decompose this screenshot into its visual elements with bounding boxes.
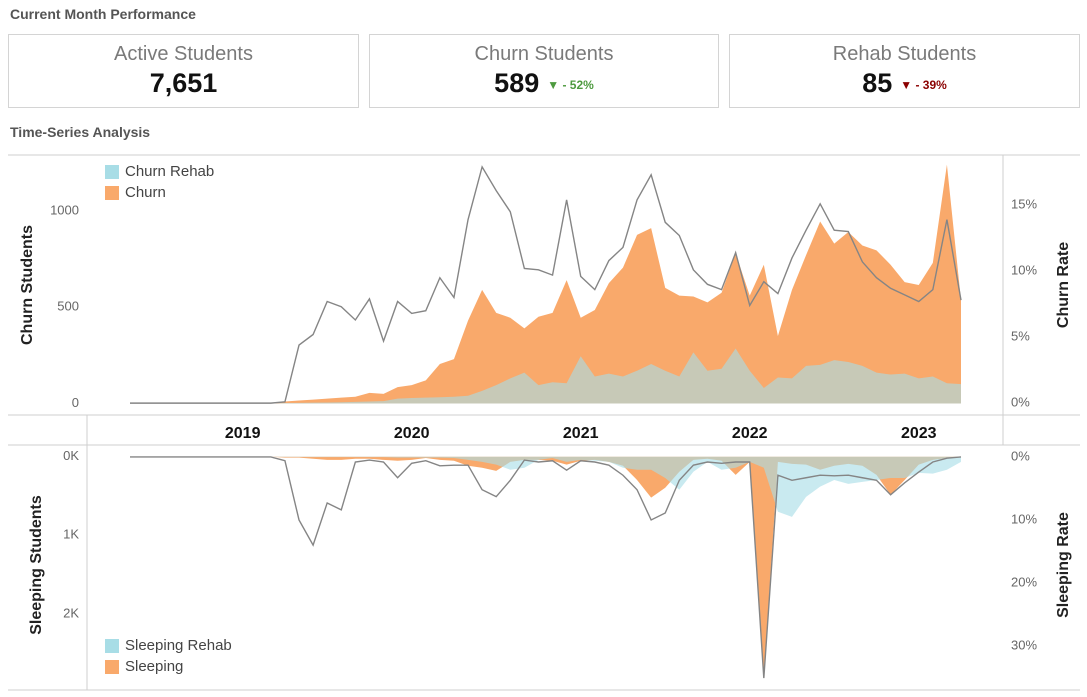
x-tick-label: 2022 xyxy=(732,425,768,442)
x-tick-label: 2019 xyxy=(225,425,261,442)
kpi-value: 589 xyxy=(494,68,540,98)
kpi-card: Rehab Students 85 ▼ - 39% xyxy=(729,34,1080,108)
y2-tick-label: 15% xyxy=(1011,197,1037,212)
kpi-change: ▼ - 39% xyxy=(900,78,947,92)
kpi-row: 85 ▼ - 39% xyxy=(730,68,1079,99)
y-axis-title: Sleeping Students xyxy=(28,495,45,635)
area xyxy=(130,164,961,404)
y2-tick-label: 10% xyxy=(1011,511,1037,526)
kpi-change: ▼ - 52% xyxy=(547,78,594,92)
legend-swatch xyxy=(105,660,119,674)
y2-tick-label: 10% xyxy=(1011,263,1037,278)
legend-swatch xyxy=(105,639,119,653)
y-tick-label: 500 xyxy=(57,299,79,314)
y-tick-label: 1000 xyxy=(50,202,79,217)
x-tick-label: 2020 xyxy=(394,425,430,442)
y2-tick-label: 5% xyxy=(1011,329,1030,344)
legend-swatch xyxy=(105,165,119,179)
legend-swatch xyxy=(105,186,119,200)
y-tick-label: 1K xyxy=(63,527,79,542)
kpi-title: Active Students xyxy=(114,43,253,65)
y2-tick-label: 0% xyxy=(1011,395,1030,410)
y-tick-label: 0 xyxy=(72,395,79,410)
kpi-value: 7,651 xyxy=(149,68,218,98)
y2-axis-title: Churn Rate xyxy=(1055,242,1072,328)
kpi-value: 85 xyxy=(862,68,893,98)
kpi-card: Churn Students 589 ▼ - 52% xyxy=(369,34,719,108)
y2-axis-title: Sleeping Rate xyxy=(1055,512,1072,618)
rate-line xyxy=(130,165,962,404)
kpi-row: 589 ▼ - 52% xyxy=(370,68,718,99)
section-title: Time-Series Analysis xyxy=(10,124,151,140)
x-tick-label: 2021 xyxy=(563,425,599,442)
y-axis-title: Churn Students xyxy=(19,225,36,345)
kpi-card: Active Students 7,651 xyxy=(8,34,359,108)
y-tick-label: 2K xyxy=(63,605,79,620)
legend-label: Sleeping xyxy=(125,658,183,675)
legend-label: Churn xyxy=(125,184,166,201)
y2-tick-label: 0% xyxy=(1011,448,1030,463)
y-tick-label: 0K xyxy=(63,448,79,463)
kpi-title: Rehab Students xyxy=(832,43,977,65)
kpi-title: Churn Students xyxy=(474,43,614,65)
rate-line xyxy=(130,456,962,679)
y2-tick-label: 20% xyxy=(1011,574,1037,589)
header-title: Current Month Performance xyxy=(10,6,196,22)
legend-label: Churn Rehab xyxy=(125,163,214,180)
down-arrow: ▼ xyxy=(900,78,916,92)
plot-layer: 0 500 1000 0% 5% 10% 15% Churn Students Churn Ra… xyxy=(19,163,1072,679)
y2-tick-label: 30% xyxy=(1011,637,1037,652)
legend-label: Sleeping Rehab xyxy=(125,637,232,654)
kpi-change-text: - 39% xyxy=(915,78,947,92)
area xyxy=(130,456,961,517)
area xyxy=(130,456,961,678)
x-tick-label: 2023 xyxy=(901,425,937,442)
area xyxy=(130,348,961,404)
down-arrow: ▼ xyxy=(547,78,563,92)
kpi-change-text: - 52% xyxy=(562,78,594,92)
